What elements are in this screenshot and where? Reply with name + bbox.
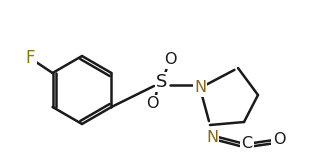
Text: O: O bbox=[146, 97, 158, 111]
Text: O: O bbox=[273, 132, 285, 148]
Text: F: F bbox=[26, 49, 35, 67]
Text: S: S bbox=[156, 73, 168, 91]
Text: C: C bbox=[241, 135, 252, 151]
Text: N: N bbox=[206, 129, 218, 145]
Text: O: O bbox=[164, 52, 176, 68]
Text: N: N bbox=[194, 80, 206, 96]
